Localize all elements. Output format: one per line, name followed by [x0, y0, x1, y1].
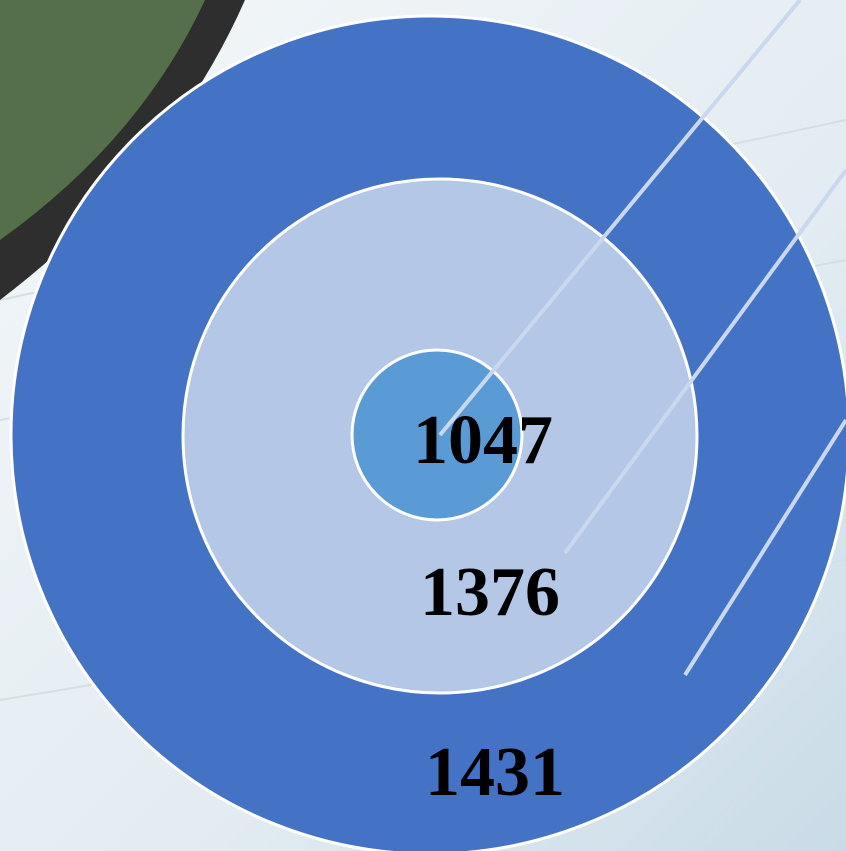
inner-label: 1047 — [413, 402, 553, 479]
middle-label: 1376 — [420, 554, 560, 631]
slide: 1047 1376 1431 — [0, 0, 846, 851]
outer-label: 1431 — [425, 734, 565, 811]
